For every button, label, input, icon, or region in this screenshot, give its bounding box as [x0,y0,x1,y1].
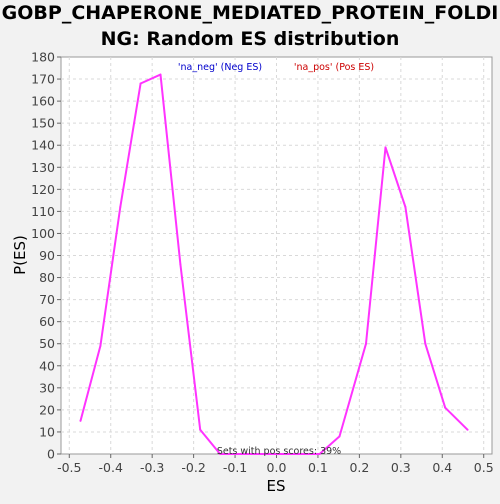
x-tick-label: 0.5 [474,460,494,475]
y-tick-label: 10 [39,424,55,439]
series-line-0 [79,73,469,455]
y-axis-title: P(ES) [11,235,29,275]
data-point [139,82,142,85]
x-tick-label: 0.4 [432,460,452,475]
data-point [298,453,301,455]
y-tick-label: 30 [39,380,55,395]
x-tick-label: -0.4 [99,460,123,475]
data-point [365,342,368,345]
data-point [404,205,407,208]
y-tick-label: 180 [31,50,55,65]
data-point [466,428,469,431]
data-point [199,428,202,431]
y-tick-label: 60 [39,314,55,329]
y-tick-label: 0 [47,447,55,462]
series-layer [79,73,469,455]
y-tick-label: 140 [31,138,55,153]
data-point [219,453,222,455]
y-tick-label: 40 [39,358,55,373]
x-tick-label: -0.1 [223,460,247,475]
data-point [384,146,387,149]
x-axis-title: ES [267,477,286,495]
x-tick-label: -0.5 [57,460,81,475]
data-point [239,453,242,455]
y-tick-label: 90 [39,248,55,263]
data-point [79,419,82,422]
data-point [159,73,162,76]
y-tick-label: 170 [31,72,55,87]
data-point [424,342,427,345]
y-tick-label: 100 [31,226,55,241]
grid [61,57,492,454]
y-tick-label: 20 [39,402,55,417]
y-tick-label: 120 [31,182,55,197]
y-tick-label: 80 [39,270,55,285]
x-tick-label: 0.1 [308,460,328,475]
x-tick-label: 0.3 [391,460,411,475]
legend-entry-neg: 'na_neg' (Neg ES) [178,62,262,73]
y-tick-label: 130 [31,160,55,175]
pos-scores-annotation: Sets with pos scores: 39% [217,446,341,457]
chart-title-line-2: NG: Random ES distribution [101,28,400,50]
data-point [318,453,321,455]
x-tick-label: -0.3 [140,460,164,475]
data-point [278,453,281,455]
data-point [99,344,102,347]
x-tick-label: 0.0 [267,460,287,475]
y-tick-label: 160 [31,94,55,109]
y-tick-label: 110 [31,204,55,219]
legend-entry-pos: 'na_pos' (Pos ES) [294,62,374,73]
chart-title-line-1: GOBP_CHAPERONE_MEDIATED_PROTEIN_FOLDI [2,2,499,24]
y-tick-label: 70 [39,292,55,307]
axes: 0 10 20 30 40 50 60 70 80 90 100 110 120 130 140 150 160… [31,50,494,476]
data-point [444,406,447,409]
y-tick-label: 50 [39,336,55,351]
data-point [119,205,122,208]
data-point [179,263,182,266]
x-tick-label: 0.2 [349,460,369,475]
data-point [338,435,341,438]
y-tick-label: 150 [31,116,55,131]
x-tick-label: -0.2 [181,460,205,475]
data-point [258,453,261,455]
